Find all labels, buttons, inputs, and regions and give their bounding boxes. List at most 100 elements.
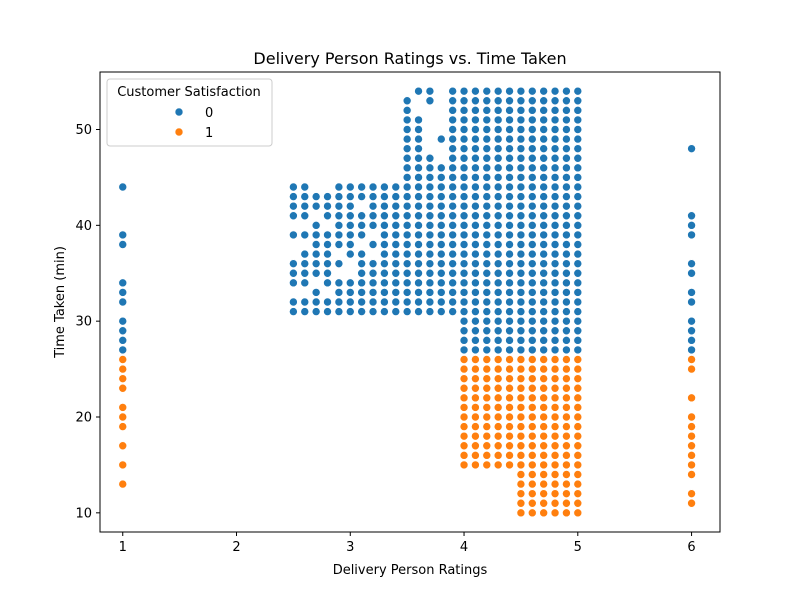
data-point-series-0 xyxy=(505,144,514,153)
data-point-series-0 xyxy=(527,182,537,192)
data-point-series-0 xyxy=(402,163,412,173)
data-point-series-0 xyxy=(516,125,526,134)
data-point-series-0 xyxy=(471,106,480,115)
data-point-series-1 xyxy=(527,355,537,364)
data-point-series-0 xyxy=(482,153,492,163)
data-point-series-0 xyxy=(482,115,492,125)
data-point-series-0 xyxy=(550,96,560,106)
data-point-series-1 xyxy=(550,422,560,431)
data-point-series-0 xyxy=(539,106,548,115)
data-point-series-1 xyxy=(493,383,503,393)
data-point-series-0 xyxy=(539,240,548,249)
data-point-series-0 xyxy=(402,297,412,307)
data-point-series-0 xyxy=(527,86,537,96)
data-point-series-0 xyxy=(573,297,583,307)
data-point-series-1 xyxy=(482,441,492,451)
data-point-series-0 xyxy=(527,192,537,201)
data-point-series-1 xyxy=(516,451,526,460)
data-point-series-0 xyxy=(539,134,548,144)
data-point-series-1 xyxy=(118,479,128,489)
data-point-series-1 xyxy=(459,403,469,412)
data-point-series-0 xyxy=(459,278,469,288)
data-point-series-1 xyxy=(459,441,469,451)
data-point-series-0 xyxy=(289,211,298,221)
data-point-series-0 xyxy=(471,192,480,201)
data-point-series-0 xyxy=(527,345,537,355)
data-point-series-1 xyxy=(573,412,583,422)
data-point-series-0 xyxy=(687,288,696,297)
data-point-series-0 xyxy=(391,201,401,211)
data-point-series-0 xyxy=(516,115,526,125)
data-point-series-1 xyxy=(505,451,514,460)
data-point-series-0 xyxy=(527,307,537,316)
data-point-series-1 xyxy=(118,460,128,470)
data-point-series-1 xyxy=(118,403,128,412)
data-point-series-0 xyxy=(471,86,480,96)
data-point-series-0 xyxy=(505,259,514,268)
data-point-series-0 xyxy=(334,221,344,230)
data-point-series-0 xyxy=(380,249,389,259)
data-point-series-1 xyxy=(550,403,560,412)
data-point-series-0 xyxy=(516,307,526,316)
data-point-series-0 xyxy=(380,259,389,268)
data-point-series-1 xyxy=(471,403,480,412)
data-point-series-0 xyxy=(573,240,583,249)
data-point-series-1 xyxy=(550,470,560,479)
data-point-series-1 xyxy=(573,364,583,374)
data-point-series-0 xyxy=(345,240,355,249)
data-point-series-1 xyxy=(573,441,583,451)
data-point-series-0 xyxy=(459,259,469,268)
data-point-series-0 xyxy=(471,336,480,345)
data-point-series-0 xyxy=(380,307,389,316)
data-point-series-0 xyxy=(345,249,355,259)
data-point-series-0 xyxy=(459,211,469,221)
data-point-series-0 xyxy=(368,288,378,297)
data-point-series-0 xyxy=(527,125,537,134)
data-point-series-1 xyxy=(505,374,514,383)
data-point-series-1 xyxy=(539,431,548,441)
data-point-series-0 xyxy=(402,259,412,268)
data-point-series-0 xyxy=(482,278,492,288)
data-point-series-0 xyxy=(573,163,583,173)
data-point-series-0 xyxy=(562,163,571,173)
data-point-series-0 xyxy=(425,297,435,307)
data-point-series-1 xyxy=(516,460,526,470)
data-point-series-1 xyxy=(562,364,571,374)
data-point-series-0 xyxy=(323,211,332,221)
data-point-series-0 xyxy=(493,86,503,96)
data-point-series-0 xyxy=(391,307,401,316)
data-point-series-0 xyxy=(687,259,696,268)
x-tick-label: 6 xyxy=(687,540,695,555)
data-point-series-1 xyxy=(527,364,537,374)
data-point-series-0 xyxy=(448,134,457,144)
data-point-series-1 xyxy=(516,479,526,489)
data-point-series-0 xyxy=(493,115,503,125)
data-point-series-0 xyxy=(493,201,503,211)
data-point-series-1 xyxy=(505,422,514,431)
data-point-series-0 xyxy=(539,268,548,278)
data-point-series-0 xyxy=(414,221,423,230)
data-point-series-1 xyxy=(471,393,480,403)
data-point-series-1 xyxy=(550,383,560,393)
data-point-series-1 xyxy=(516,355,526,364)
data-point-series-0 xyxy=(448,173,457,182)
data-point-series-0 xyxy=(425,211,435,221)
data-point-series-0 xyxy=(402,106,412,115)
y-tick-label: 10 xyxy=(75,506,92,521)
data-point-series-0 xyxy=(516,173,526,182)
data-point-series-0 xyxy=(391,268,401,278)
data-point-series-0 xyxy=(414,201,423,211)
data-point-series-1 xyxy=(493,422,503,431)
data-point-series-0 xyxy=(482,249,492,259)
data-point-series-1 xyxy=(562,498,571,508)
data-point-series-1 xyxy=(516,374,526,383)
x-tick-label: 1 xyxy=(119,540,127,555)
data-point-series-0 xyxy=(311,288,321,297)
data-point-series-1 xyxy=(687,460,696,470)
data-point-series-0 xyxy=(539,182,548,192)
data-point-series-0 xyxy=(493,163,503,173)
data-point-series-0 xyxy=(539,326,548,336)
data-point-series-0 xyxy=(493,316,503,326)
data-point-series-0 xyxy=(562,240,571,249)
data-point-series-0 xyxy=(357,249,366,259)
